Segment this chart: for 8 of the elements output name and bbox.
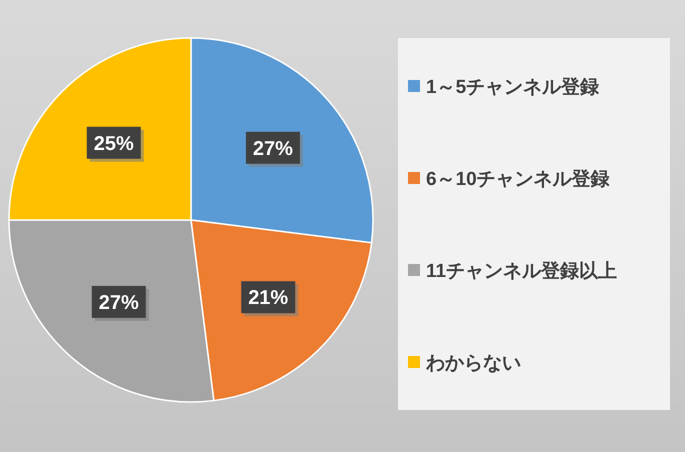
legend-label: 1～5チャンネル登録 — [426, 77, 600, 98]
legend-label: 6～10チャンネル登録 — [426, 169, 610, 190]
data-label: 21% — [248, 287, 288, 310]
data-label: 27% — [252, 138, 294, 160]
legend-label: 11チャンネル登録以上 — [426, 260, 618, 282]
data-label: 25% — [94, 132, 134, 155]
legend-label: わからない — [425, 353, 521, 374]
data-label: 27% — [98, 292, 140, 314]
